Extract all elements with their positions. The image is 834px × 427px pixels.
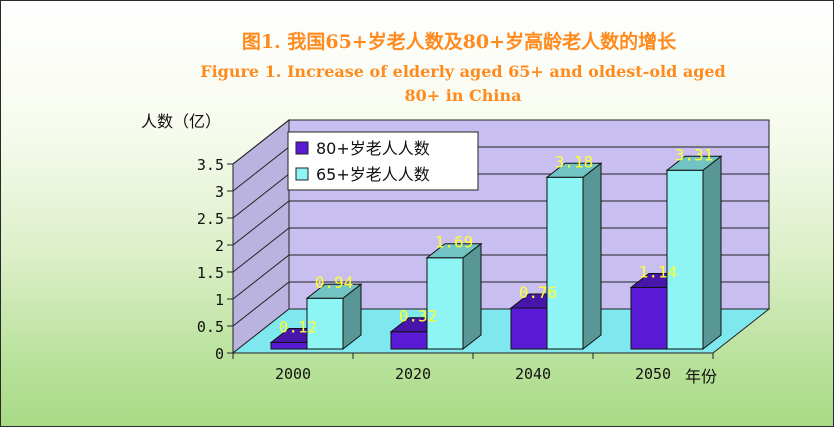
y-tick-label: 0.5: [197, 318, 224, 336]
y-tick-label: 1.5: [197, 264, 224, 282]
bar-65plus-front: [546, 176, 584, 350]
x-axis-label: 年份: [685, 367, 717, 386]
gridline: [232, 119, 769, 165]
y-tick-label: 0: [215, 345, 224, 363]
chart-subtitle-line-2: 80+ in China: [405, 86, 522, 105]
bar-80plus-front: [270, 342, 308, 350]
bar-65plus: [545, 162, 603, 351]
x-tick-label: 2040: [515, 365, 551, 383]
y-tick-label: 2.5: [197, 210, 224, 228]
bars: [269, 155, 723, 351]
y-tick-label: 3.5: [197, 156, 224, 174]
x-tick-label: 2050: [635, 365, 671, 383]
data-label-80plus: 0.76: [519, 283, 558, 302]
bar-65plus: [305, 283, 363, 351]
bar-80plus-front: [390, 331, 428, 350]
legend: 80+岁老人人数 65+岁老人人数: [287, 131, 479, 191]
x-axis-ticks: 2000 2020 2040 2050: [232, 353, 714, 383]
data-label-80plus: 0.32: [399, 307, 438, 326]
legend-box: [287, 131, 479, 191]
data-label-65plus: 0.94: [315, 273, 354, 292]
data-label-80plus: 0.12: [279, 318, 318, 337]
legend-swatch: [295, 141, 309, 155]
gridline: [232, 200, 769, 246]
data-label-80plus: 1.14: [639, 262, 678, 281]
bar-65plus-top: [545, 162, 603, 178]
y-tick-label: 2: [215, 237, 224, 255]
legend-label: 65+岁老人人数: [316, 165, 430, 184]
bar-65plus-top: [425, 243, 483, 259]
chart-subtitle-line-1: Figure 1. Increase of elderly aged 65+ a…: [200, 62, 726, 81]
data-label-65plus: 3.31: [675, 145, 714, 164]
gridline: [232, 254, 769, 300]
bar-65plus-front: [426, 257, 464, 350]
bar-65plus-top: [305, 283, 363, 299]
bar-65plus: [665, 155, 723, 351]
gridline: [232, 281, 769, 327]
bar-65plus-side: [582, 162, 602, 351]
y-axis-label: 人数（亿）: [141, 112, 221, 131]
data-label-65plus: 1.69: [435, 233, 474, 252]
bar-65plus-front: [666, 169, 704, 350]
chart-title: 图1. 我国65+岁老人数及80+岁高龄老人数的增长: [242, 30, 677, 53]
bar-65plus: [425, 242, 483, 351]
y-tick-label: 1: [215, 291, 224, 309]
x-tick-label: 2020: [395, 365, 431, 383]
y-axis-ticks: 0 0.5 1 1.5 2 2.5 3 3.5: [197, 156, 233, 363]
y-tick-label: 3: [215, 183, 224, 201]
bar-65plus-top: [665, 155, 723, 171]
data-label-65plus: 3.18: [555, 152, 594, 171]
bar-80plus-front: [630, 286, 668, 350]
bar-80plus-front: [510, 307, 548, 350]
gridline: [232, 227, 769, 273]
bar-65plus-side: [702, 155, 722, 351]
legend-swatch: [295, 167, 309, 181]
data-labels: 0.12 0.94 0.32 1.69 0.76 3.18 1.14 3.31: [279, 145, 714, 336]
legend-label: 80+岁老人人数: [316, 139, 430, 158]
x-tick-label: 2000: [275, 365, 311, 383]
bar-65plus-side: [462, 242, 482, 351]
